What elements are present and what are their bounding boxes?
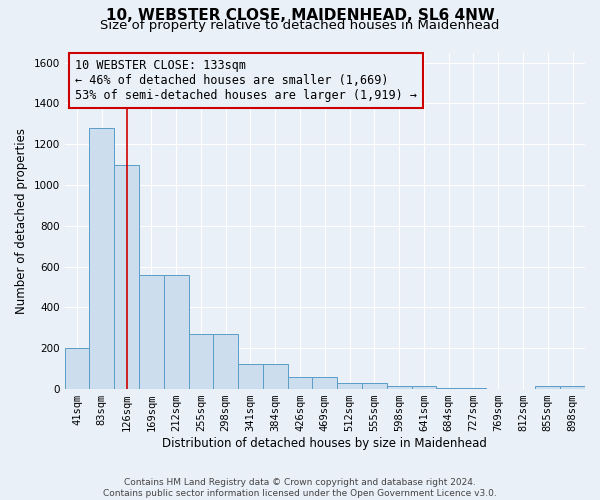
Bar <box>214 334 238 389</box>
Bar <box>362 383 387 389</box>
Bar <box>164 275 188 389</box>
Bar <box>238 364 263 389</box>
Bar <box>89 128 114 389</box>
Bar <box>412 386 436 389</box>
Bar <box>313 377 337 389</box>
Bar <box>65 348 89 389</box>
Bar <box>287 377 313 389</box>
Bar <box>139 275 164 389</box>
Bar <box>560 386 585 389</box>
Bar <box>436 388 461 389</box>
Bar <box>535 386 560 389</box>
Bar <box>461 388 486 389</box>
Bar <box>263 364 287 389</box>
Bar <box>337 383 362 389</box>
Text: Contains HM Land Registry data © Crown copyright and database right 2024.
Contai: Contains HM Land Registry data © Crown c… <box>103 478 497 498</box>
Text: 10 WEBSTER CLOSE: 133sqm
← 46% of detached houses are smaller (1,669)
53% of sem: 10 WEBSTER CLOSE: 133sqm ← 46% of detach… <box>75 59 417 102</box>
Y-axis label: Number of detached properties: Number of detached properties <box>15 128 28 314</box>
Bar <box>188 334 214 389</box>
X-axis label: Distribution of detached houses by size in Maidenhead: Distribution of detached houses by size … <box>163 437 487 450</box>
Text: Size of property relative to detached houses in Maidenhead: Size of property relative to detached ho… <box>100 18 500 32</box>
Bar <box>114 164 139 389</box>
Text: 10, WEBSTER CLOSE, MAIDENHEAD, SL6 4NW: 10, WEBSTER CLOSE, MAIDENHEAD, SL6 4NW <box>106 8 494 22</box>
Bar <box>387 386 412 389</box>
